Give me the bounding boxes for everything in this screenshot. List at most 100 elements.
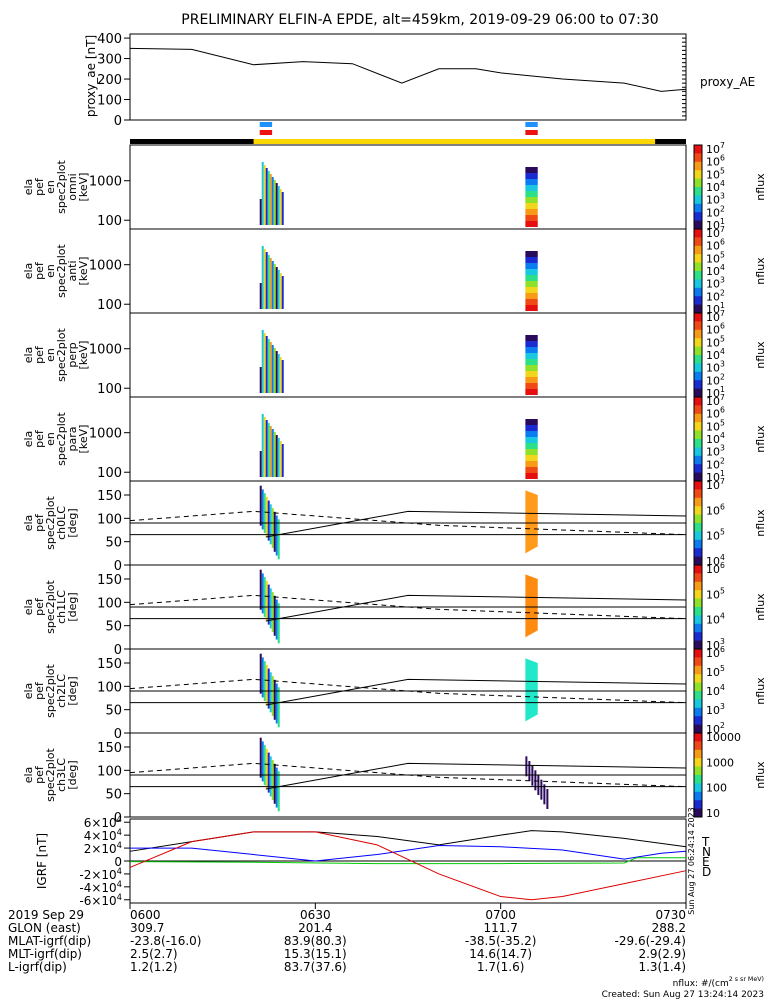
heatmap-cell <box>525 287 538 293</box>
colorbar-segment <box>694 359 702 362</box>
colorbar-segment <box>694 571 702 574</box>
heatmap-cell <box>277 771 280 812</box>
colorbar-segment <box>694 810 702 814</box>
colorbar-segment <box>694 439 702 442</box>
heatmap-cell <box>267 171 270 225</box>
vertical-timestamp: Sun Aug 27 06:24:14 2023 <box>687 807 696 914</box>
colorbar-tick-label: 106 <box>706 561 725 576</box>
colorbar-segment <box>694 680 702 684</box>
colorbar-segment <box>694 525 702 528</box>
colorbar-segment <box>694 691 702 694</box>
spectrogram-ylabel: pef <box>33 261 46 280</box>
loss-cone-solid-line <box>265 510 687 538</box>
colorbar-segment <box>694 405 702 408</box>
figure-title: PRELIMINARY ELFIN-A EPDE, alt=459km, 201… <box>181 12 658 28</box>
heatmap-cell <box>273 180 276 225</box>
colorbar-segment <box>694 730 702 734</box>
colorbar-tick-label: 105 <box>706 166 725 181</box>
colorbar-segment <box>694 210 702 213</box>
colorbar-segment <box>694 352 702 356</box>
colorbar-segment <box>694 682 702 686</box>
heatmap-cell <box>281 444 284 477</box>
spectrogram-ylabel: pef <box>33 597 46 616</box>
colorbar-segment <box>694 724 702 728</box>
colorbar-segment <box>694 212 702 215</box>
colorbar-segment <box>694 161 702 165</box>
spectrogram-tick-label: 100 <box>97 466 122 481</box>
x-axis-row-value: 2.5(2.7) <box>130 947 178 961</box>
colorbar-segment <box>694 583 702 587</box>
spectrogram-tick-label: 100 <box>97 680 122 695</box>
heatmap-cell <box>273 264 276 309</box>
colorbar-segment <box>694 485 702 488</box>
colorbar-segment <box>694 254 702 257</box>
heatmap-cell <box>265 496 268 537</box>
heatmap-cell <box>525 473 538 479</box>
spectrogram-ylabel: ela <box>22 263 35 280</box>
colorbar-tick-label: 106 <box>706 322 725 337</box>
colorbar-segment <box>694 472 702 476</box>
heatmap-cell <box>281 192 284 225</box>
colorbar-segment <box>694 581 702 585</box>
colorbar-segment <box>694 415 702 419</box>
colorbar-segment <box>694 262 702 266</box>
colorbar-segment <box>694 623 702 627</box>
colorbar-segment <box>694 565 702 568</box>
colorbar-tick-label: 107 <box>706 141 725 156</box>
heatmap-cell <box>281 360 284 393</box>
colorbar-segment <box>694 539 702 543</box>
heatmap-cell <box>279 357 282 393</box>
colorbar-segment <box>694 191 702 194</box>
spectrogram-tick-label: 0 <box>114 811 122 826</box>
igrf-tick-label: 6×104 <box>84 814 122 830</box>
heatmap-cell <box>525 275 538 281</box>
colorbar-segment <box>694 466 702 469</box>
colorbar-segment <box>694 172 702 175</box>
heatmap-cell <box>267 500 270 541</box>
colorbar-segment <box>694 220 702 224</box>
colorbar-tick-label: 106 <box>706 238 725 253</box>
heatmap-cell <box>259 451 262 477</box>
spectrogram-ylabel: pef <box>33 345 46 364</box>
colorbar-segment <box>694 390 702 394</box>
heatmap-cell <box>525 437 538 443</box>
heatmap-cell <box>271 508 274 549</box>
heatmap-cell <box>525 191 538 197</box>
colorbar-segment <box>694 327 702 331</box>
colorbar-segment <box>694 607 702 610</box>
colorbar-segment <box>694 529 702 532</box>
colorbar-segment <box>694 403 702 406</box>
heatmap-cell <box>275 435 278 477</box>
colorbar-segment <box>694 502 702 505</box>
colorbar-segment <box>694 376 702 379</box>
colorbar-segment <box>694 432 702 436</box>
colorbar-segment <box>694 260 702 264</box>
spectrogram-ylabel: pef <box>33 681 46 700</box>
colorbar-tick-label: 104 <box>706 431 725 446</box>
colorbar-segment <box>694 474 702 478</box>
spectrogram-ylabel: pef <box>33 177 46 196</box>
orbit-bar-black-end <box>655 139 686 144</box>
colorbar-segment <box>694 289 702 293</box>
colorbar-segment <box>694 550 702 553</box>
colorbar-segment <box>694 653 702 656</box>
heatmap-cell <box>528 761 531 781</box>
heatmap-cell <box>267 584 270 625</box>
spectrogram-tick-label: 1000 <box>89 259 122 274</box>
x-axis-row-label: MLT-igrf(dip) <box>8 947 82 961</box>
colorbar-tick-label: 100 <box>706 782 727 795</box>
colorbar-unit-label: nflux <box>754 425 767 453</box>
heatmap-cell <box>259 653 262 694</box>
proxy-ae-tick-label: 300 <box>97 53 122 68</box>
x-axis-row-value: 83.7(37.6) <box>284 960 347 974</box>
heatmap-cell <box>267 255 270 309</box>
colorbar-segment <box>694 726 702 730</box>
colorbar-segment <box>694 168 702 171</box>
heatmap-cell <box>540 779 543 800</box>
x-axis-row-label: 2019 Sep 29 <box>8 908 84 922</box>
heatmap-cell <box>273 679 276 720</box>
colorbar-segment <box>694 189 702 192</box>
colorbar-segment <box>694 625 702 629</box>
colorbar-segment <box>694 365 702 369</box>
spectrogram-ylabel: ela <box>22 179 35 196</box>
